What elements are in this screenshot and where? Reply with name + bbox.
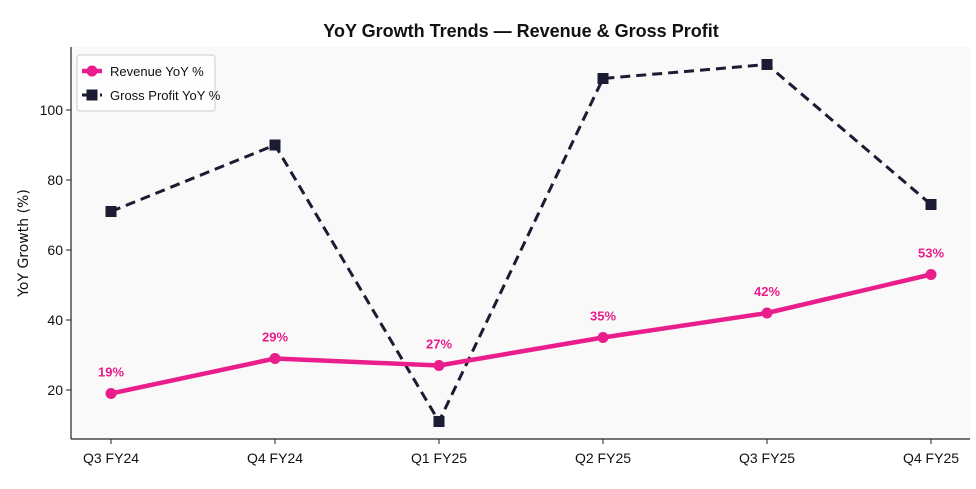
gross-profit-point [597, 73, 609, 84]
revenue-point [761, 307, 773, 319]
y-tick-label: 80 [47, 172, 63, 188]
revenue-data-label: 29% [262, 330, 288, 345]
x-tick-label: Q3 FY24 [83, 450, 139, 466]
y-tick-label: 40 [47, 312, 63, 328]
y-tick-label: 60 [47, 242, 63, 258]
gross-profit-point [433, 416, 445, 427]
revenue-data-label: 19% [98, 365, 124, 380]
gross-profit-point [105, 206, 117, 217]
revenue-point [925, 269, 937, 280]
y-tick-label: 100 [40, 102, 64, 118]
y-tick-label: 20 [47, 382, 63, 398]
axis-ticks: 20 40 60 80 100 Q3 FY24 Q4 FY24 Q1 FY25 Q2 FY25 Q… [40, 102, 960, 466]
legend-marker-square [86, 89, 98, 101]
gross-profit-point [269, 139, 281, 151]
chart-title: YoY Growth Trends — Revenue & Gross Prof… [323, 21, 718, 41]
revenue-point [597, 332, 609, 343]
x-tick-label: Q4 FY25 [903, 450, 959, 466]
revenue-data-label: 35% [590, 309, 616, 324]
revenue-point [433, 360, 445, 371]
series-layer [105, 59, 937, 427]
legend-label: Revenue YoY % [110, 64, 204, 79]
gross-profit-point [761, 59, 773, 70]
gross-profit-point [925, 199, 937, 210]
legend-label: Gross Profit YoY % [110, 88, 221, 103]
series-line-revenue [108, 272, 934, 396]
revenue-data-label: 27% [426, 337, 452, 352]
legend-marker-circle [86, 65, 98, 77]
revenue-data-label: 42% [754, 284, 780, 299]
legend: Revenue YoY % Gross Profit YoY % [76, 54, 221, 112]
axes [70, 47, 970, 440]
revenue-point [269, 353, 281, 364]
series-line-gross-profit [110, 63, 932, 423]
legend-box [76, 54, 216, 112]
x-tick-label: Q1 FY25 [411, 450, 467, 466]
plot-background [71, 47, 970, 439]
revenue-data-label: 53% [918, 246, 944, 261]
revenue-point [105, 388, 117, 399]
x-tick-label: Q4 FY24 [247, 450, 303, 466]
data-labels: 19% 29% 27% 35% 42% 53% [98, 246, 944, 380]
y-axis-label: YoY Growth (%) [16, 189, 32, 298]
x-tick-label: Q3 FY25 [739, 450, 795, 466]
x-tick-label: Q2 FY25 [575, 450, 631, 466]
